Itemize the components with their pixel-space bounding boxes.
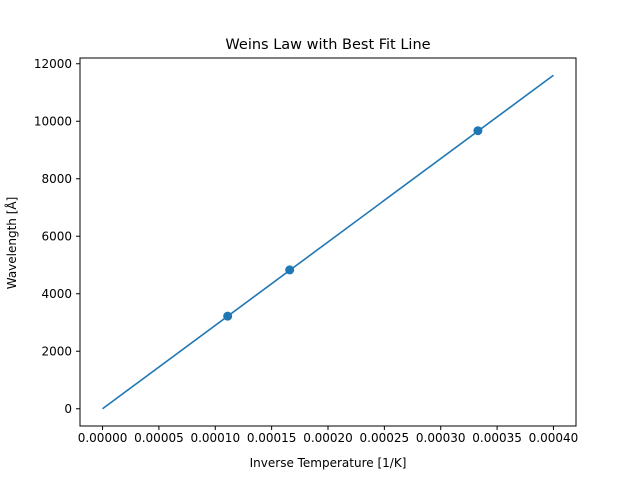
y-tick-label: 6000 [41,229,72,243]
x-axis-ticks: 0.00000 0.00005 0.00010 0.00015 0.00020 0.000… [78,426,579,445]
y-axis-label: Wavelength [Å] [4,197,19,290]
y-tick-label: 10000 [34,114,72,128]
chart-title: Weins Law with Best Fit Line [225,37,430,53]
best-fit-line [102,74,554,410]
x-tick-label: 0.00000 [78,431,128,445]
x-tick-label: 0.00005 [134,431,184,445]
x-tick-label: 0.00040 [529,431,579,445]
y-tick-label: 4000 [41,287,72,301]
x-tick-label: 0.00025 [360,431,410,445]
y-tick-label: 0 [64,402,72,416]
x-tick-label: 0.00010 [190,431,240,445]
y-tick-label: 2000 [41,344,72,358]
x-tick-label: 0.00035 [472,431,522,445]
plot-marks [102,74,554,410]
y-tick-label: 8000 [41,172,72,186]
x-tick-label: 0.00015 [247,431,297,445]
y-tick-label: 12000 [34,57,72,71]
y-axis-ticks: 0 2000 4000 6000 8000 10000 12000 [34,57,80,416]
x-axis-label: Inverse Temperature [1/K] [250,456,407,470]
x-tick-label: 0.00030 [416,431,466,445]
x-tick-label: 0.00020 [303,431,353,445]
